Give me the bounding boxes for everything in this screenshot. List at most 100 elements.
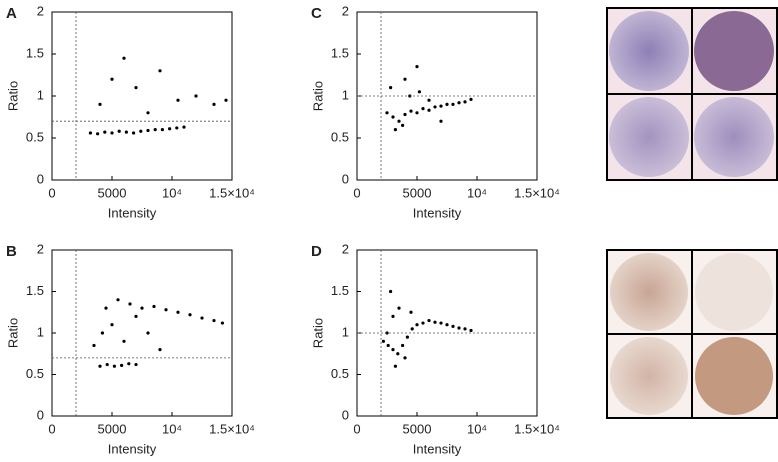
point: [409, 310, 413, 314]
point: [96, 132, 100, 136]
point: [405, 335, 409, 339]
y-tick-label: 0: [342, 407, 349, 422]
point: [164, 308, 168, 312]
point: [176, 310, 180, 314]
point: [153, 128, 157, 132]
point: [439, 104, 443, 108]
y-tick-label: 0.5: [26, 366, 44, 381]
point: [110, 131, 114, 135]
x-tick-label: 10⁴: [467, 421, 487, 436]
y-tick-label: 1.5: [331, 283, 349, 298]
point: [393, 364, 397, 368]
point: [134, 362, 138, 367]
point: [386, 343, 390, 348]
y-tick-label: 1.5: [331, 45, 349, 60]
point: [110, 77, 114, 81]
point: [445, 102, 449, 106]
y-tick-label: 0.5: [331, 129, 349, 144]
y-tick-label: 0.5: [26, 129, 44, 144]
point: [132, 131, 136, 135]
panel-label: B: [6, 243, 17, 260]
x-tick-label: 1.5×10⁴: [209, 185, 255, 200]
point: [433, 320, 437, 324]
x-tick-label: 10⁴: [162, 421, 182, 436]
point: [158, 348, 162, 352]
point: [457, 326, 461, 330]
point: [98, 102, 102, 106]
point: [160, 128, 164, 132]
panel-label: C: [311, 5, 322, 22]
point: [98, 364, 102, 368]
y-tick-label: 2: [342, 3, 349, 18]
point: [396, 352, 400, 356]
point: [212, 318, 216, 323]
point: [421, 321, 425, 325]
x-tick-label: 0: [48, 185, 55, 200]
point: [415, 323, 419, 327]
point: [401, 343, 405, 348]
y-tick-label: 2: [37, 241, 44, 256]
x-tick-label: 0: [353, 421, 360, 436]
point: [469, 328, 473, 333]
point: [439, 321, 443, 325]
point: [158, 69, 162, 73]
point: [403, 356, 407, 360]
point: [427, 108, 431, 112]
point: [175, 126, 179, 130]
point: [120, 363, 124, 367]
x-axis-label: Intensity: [108, 441, 157, 456]
point: [415, 65, 419, 69]
point: [391, 348, 395, 352]
point: [457, 101, 461, 105]
point: [200, 316, 204, 320]
point: [152, 304, 156, 309]
point: [393, 128, 397, 132]
y-tick-label: 2: [37, 3, 44, 18]
point: [105, 362, 109, 367]
y-tick-label: 1: [37, 87, 44, 102]
point: [194, 94, 198, 98]
point: [451, 324, 455, 328]
point: [417, 90, 421, 94]
point: [188, 313, 192, 317]
point: [391, 314, 395, 318]
point: [220, 321, 224, 325]
panel-label: D: [311, 243, 322, 260]
x-tick-label: 1.5×10⁴: [514, 421, 560, 436]
tissue-images-bottom: [606, 249, 778, 419]
point: [409, 109, 413, 113]
point: [140, 306, 144, 310]
point: [122, 56, 126, 60]
point: [469, 97, 473, 101]
point: [146, 111, 150, 115]
x-axis-label: Intensity: [413, 205, 462, 220]
x-tick-label: 10⁴: [162, 185, 182, 200]
point: [176, 98, 180, 102]
x-tick-label: 1.5×10⁴: [514, 185, 560, 200]
point: [224, 98, 228, 102]
y-tick-label: 0: [37, 407, 44, 422]
point: [463, 327, 467, 331]
point: [212, 102, 216, 106]
point: [433, 105, 437, 109]
x-tick-label: 10⁴: [467, 185, 487, 200]
y-tick-label: 1: [342, 324, 349, 339]
point: [451, 102, 455, 106]
point: [88, 131, 92, 135]
point: [421, 107, 425, 111]
point: [168, 127, 172, 131]
y-tick-label: 1: [37, 324, 44, 339]
x-tick-label: 5000: [98, 185, 127, 200]
point: [124, 130, 128, 134]
point: [403, 112, 407, 117]
point: [401, 123, 405, 127]
x-tick-label: 5000: [98, 421, 127, 436]
point: [100, 331, 104, 335]
x-axis-label: Intensity: [108, 205, 157, 220]
point: [146, 128, 150, 133]
tissue-images-top: [606, 7, 778, 181]
point: [128, 302, 132, 306]
point: [127, 362, 131, 366]
y-tick-label: 0: [342, 171, 349, 186]
point: [439, 119, 443, 123]
